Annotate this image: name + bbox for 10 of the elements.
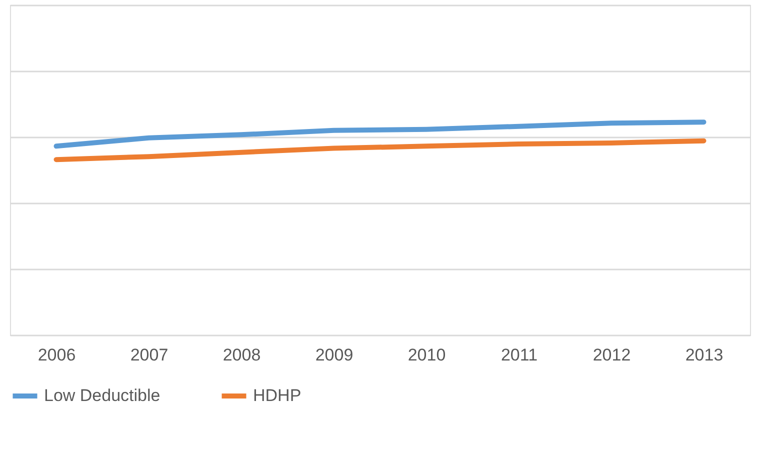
x-tick-label: 2011 bbox=[500, 346, 538, 364]
x-tick-label: 2010 bbox=[408, 346, 446, 364]
x-tick-label: 2013 bbox=[685, 346, 724, 364]
x-tick-label: 2008 bbox=[222, 346, 261, 364]
x-tick-label: 2006 bbox=[38, 346, 76, 364]
x-tick-label: 2012 bbox=[592, 346, 631, 364]
x-tick-label: 2007 bbox=[130, 346, 168, 364]
legend-label: Low Deductible bbox=[44, 386, 160, 405]
legend-label: HDHP bbox=[253, 386, 302, 405]
x-tick-label: 2009 bbox=[315, 346, 354, 364]
